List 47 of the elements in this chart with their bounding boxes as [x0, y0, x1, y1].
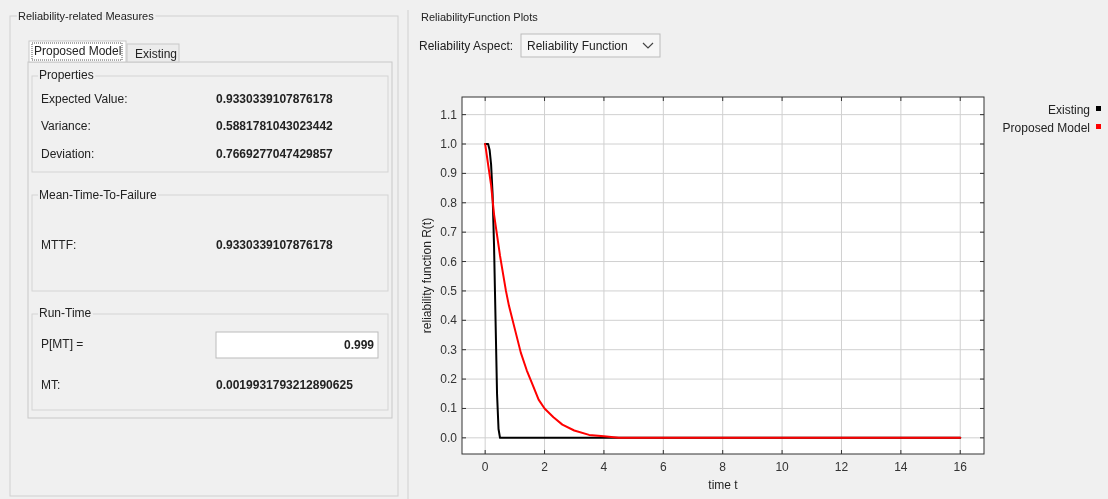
text: 0.0019931793212890625	[216, 378, 354, 392]
text: Reliability Function	[527, 39, 628, 53]
text: Deviation:	[41, 147, 95, 161]
x-tick-label: 16	[953, 460, 968, 474]
y-tick-label: 0.7	[440, 225, 458, 240]
x-tick-label: 10	[775, 460, 790, 474]
y-axis-title: reliability function R(t)	[420, 217, 434, 334]
y-tick-label: 0.2	[440, 372, 458, 387]
text: Run-Time	[39, 306, 92, 320]
line-series	[484, 143, 962, 439]
y-tick-label: 0.3	[440, 342, 458, 357]
x-tick-label: 6	[659, 460, 667, 474]
x-axis-title: time t	[708, 478, 739, 492]
y-tick-label: 0.8	[440, 195, 458, 210]
y-tick-label: 1.0	[440, 137, 458, 152]
y-tick-label: 0.0	[440, 430, 458, 445]
text: 0.999	[343, 338, 375, 352]
legend-label: Proposed Model	[1002, 121, 1090, 135]
y-tick-label: 0.5	[440, 283, 458, 298]
text: P[MT] =	[41, 337, 84, 351]
x-tick-label: 14	[894, 460, 908, 474]
x-tick-label: 12	[834, 460, 849, 474]
y-tick-label: 0.4	[440, 313, 458, 328]
x-tick-label: 8	[719, 460, 727, 474]
text: 0.9330339107876178	[216, 238, 334, 252]
y-tick-label: 0.9	[440, 166, 458, 181]
x-tick-label: 0	[481, 460, 489, 474]
legend-label: Existing	[1047, 103, 1090, 117]
text: Mean-Time-To-Failure	[39, 188, 157, 202]
text: 0.9330339107876178	[216, 92, 334, 106]
chart-title: ReliabilityFunction Plots	[421, 11, 539, 23]
text: 0.7669277047429857	[216, 147, 334, 161]
text: Reliability-related Measures	[18, 10, 155, 22]
text: MTTF:	[41, 238, 77, 252]
y-tick-label: 0.6	[440, 254, 458, 269]
text: 0.5881781043023442	[216, 119, 334, 133]
text: Properties	[39, 68, 94, 82]
text: Proposed Model	[34, 44, 122, 58]
x-tick-label: 2	[541, 460, 549, 474]
text: Existing	[135, 47, 178, 61]
text: Variance:	[41, 119, 91, 133]
text: Expected Value:	[41, 92, 128, 106]
text: Reliability Aspect:	[419, 39, 514, 53]
x-tick-label: 4	[600, 460, 608, 474]
y-tick-label: 1.1	[440, 107, 458, 122]
text: MT:	[41, 378, 61, 392]
y-tick-label: 0.1	[440, 401, 458, 416]
